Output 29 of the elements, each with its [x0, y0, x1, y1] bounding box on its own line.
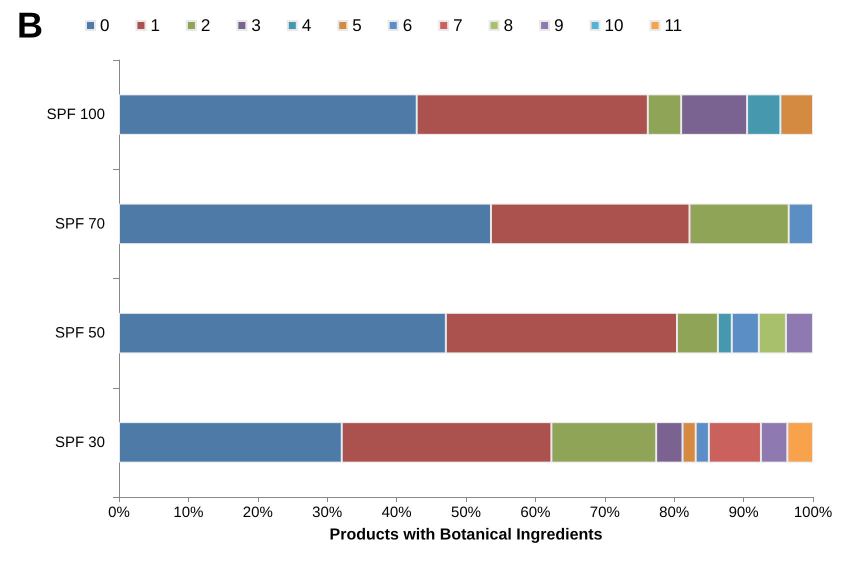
x-tick-label: 30%: [312, 504, 342, 521]
legend-label: 8: [504, 16, 514, 35]
legend-label: 5: [352, 16, 362, 35]
legend-label: 4: [302, 16, 312, 35]
x-tick-label: 80%: [659, 504, 690, 521]
legend-label: 2: [200, 16, 210, 35]
x-axis-title: Products with Botanical Ingredients: [330, 526, 603, 544]
legend-label: 6: [402, 16, 412, 35]
y-tick-label: SPF 30: [54, 434, 105, 451]
y-tick-label: SPF 70: [54, 215, 105, 232]
y-tick-label: SPF 50: [54, 324, 105, 342]
x-tick-label: 0%: [108, 504, 130, 521]
x-tick-label: 40%: [382, 504, 412, 521]
x-tick-label: 70%: [590, 504, 620, 521]
legend-label: 3: [251, 16, 261, 35]
legend-label: 10: [604, 16, 624, 35]
y-tick-label: SPF 100: [46, 106, 105, 124]
x-tick-label: 100%: [794, 504, 832, 521]
chart-title: B: [17, 4, 43, 46]
legend-label: 9: [554, 16, 564, 35]
legend-label: 0: [100, 16, 110, 35]
x-tick-label: 60%: [520, 504, 550, 521]
legend-label: 11: [664, 16, 682, 35]
x-tick-label: 90%: [728, 504, 759, 521]
legend-label: 1: [150, 16, 160, 35]
x-tick-label: 20%: [242, 504, 273, 521]
x-tick-label: 10%: [173, 504, 204, 521]
x-tick-label: 50%: [450, 504, 482, 521]
legend-label: 7: [453, 16, 463, 35]
